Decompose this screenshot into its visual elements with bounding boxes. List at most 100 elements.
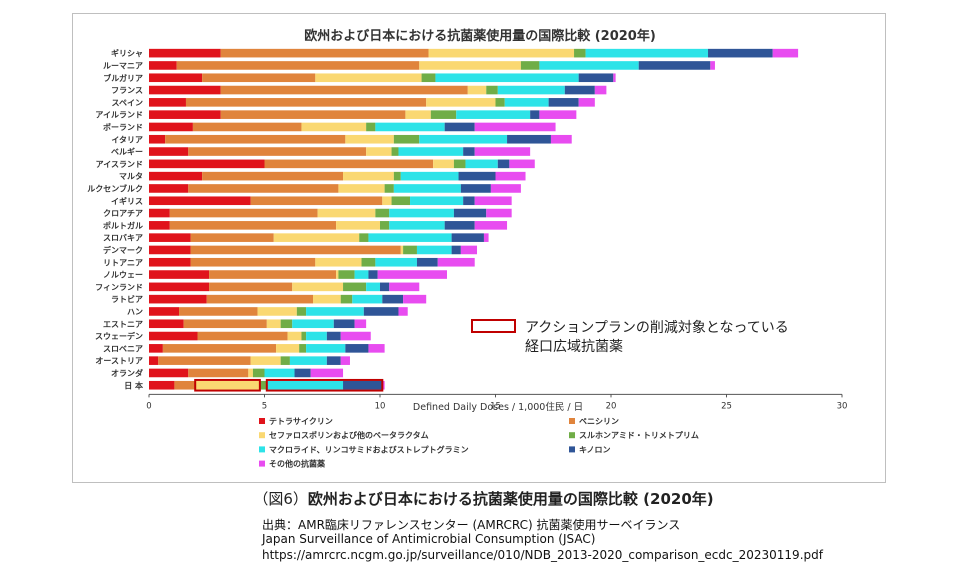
stacked-bar-chart: 欧州および日本における抗菌薬使用量の国際比較 (2020年) ギリシャルーマニア… [87,28,847,469]
bar-segment [400,245,404,255]
highlight-box [265,378,384,392]
bar-segment [149,245,191,255]
bar-segment [149,61,177,70]
bar-segment [435,73,579,83]
legend-label: キノロン [579,445,610,454]
bar-segment [416,245,452,255]
bar-segment [149,122,193,132]
bar-segment [266,319,281,329]
bar-segment [209,270,337,279]
bar-segment [405,110,431,119]
x-tick-label: 10 [375,401,386,411]
bar-segment [174,380,196,390]
bar-segment [380,221,390,230]
category-label: オーストリア [95,357,143,366]
legend-label: その他の抗菌薬 [269,459,326,469]
bar-segment [539,110,577,119]
bar-segment [389,282,420,292]
bar-segment [539,61,639,70]
bar-segment [380,282,390,292]
bar-segment [296,307,307,316]
bar-segment [149,85,221,95]
legend-label: ペニシリン [579,417,619,426]
bar-segment [250,196,383,206]
bar-segment [345,344,369,353]
bar-segment [550,134,572,144]
bar-segment [474,221,508,230]
bar-segment [202,171,344,181]
bar-segment [149,134,166,144]
bar-segment [465,159,498,169]
category-label: ルクセンブルク [87,183,143,193]
bar-segment [772,48,799,58]
bar-segment [375,122,445,132]
bar-segment [336,270,339,279]
bar-segment [389,221,445,230]
bar-segment [190,245,401,255]
bar-segment [165,134,346,144]
bar-segment [444,221,475,230]
chart-frame: 欧州および日本における抗菌薬使用量の国際比較 (2020年) ギリシャ ルーマニア… [72,13,886,483]
bar-segment [195,380,260,390]
x-tick-label: 0 [146,401,151,411]
category-label: イギリス [111,196,143,206]
bar-segment [343,380,383,390]
bar-segment [613,73,616,83]
bar-segment [410,196,464,206]
bar-segment [403,294,427,304]
bar-segment [345,134,394,144]
bar-segment [149,344,163,353]
bar-segment [708,48,773,58]
bar-segment [220,110,406,119]
bar-segment [509,159,535,169]
bar-segment [338,184,385,193]
bar-segment [149,184,189,193]
bar-segment [343,282,367,292]
bar-segment [585,48,709,58]
bar-segment [451,245,461,255]
bar-segment [259,380,267,390]
category-label: ポーランド [103,122,143,132]
legend-label: スルホンアミド・トリメトプリム [579,430,699,440]
category-label: ハン [127,307,143,316]
bar-segment [366,282,380,292]
bar-segment [594,85,607,95]
category-label: イタリア [111,134,143,144]
category-label: ノルウェー [103,271,143,280]
bar-segment [384,184,394,193]
bar-segment [149,331,198,341]
bar-segment [190,233,274,242]
chart-title: 欧州および日本における抗菌薬使用量の国際比較 (2020年) [304,28,656,44]
bar-segment [421,73,436,83]
highlight-layer [194,378,384,392]
bar-segment [158,356,251,365]
figure-caption: （図6）欧州および日本における抗菌薬使用量の国際比較 (2020年) [0,488,967,509]
bar-segment [361,257,376,267]
bar-segment [368,233,452,242]
bar-segment [490,184,521,193]
bar-segment [149,270,210,279]
bar-segment [453,208,487,218]
category-label: リトアニア [103,258,143,267]
bar-segment [507,134,551,144]
bar-segment [354,319,367,329]
bar-segment [149,368,189,378]
bar-segment [149,48,221,58]
bar-segment [248,368,253,378]
bar-segment [149,110,221,119]
bar-segment [264,368,295,378]
bar-segment [149,282,210,292]
bar-segment [306,331,327,341]
bar-segment [382,380,385,390]
bar-segment [294,368,311,378]
bar-segment [375,257,417,267]
bar-segment [520,61,540,70]
bar-segment [149,147,189,156]
bar-segment [197,331,288,341]
legend-swatch [259,418,265,424]
bar-segment [340,356,350,365]
bar-segment [391,147,399,156]
bar-segment [530,110,540,119]
source-line-1: 出典：AMR臨床リファレンスセンター (AMRCRC) 抗菌薬使用サーベイランス [262,518,681,532]
bar-segment [398,147,464,156]
